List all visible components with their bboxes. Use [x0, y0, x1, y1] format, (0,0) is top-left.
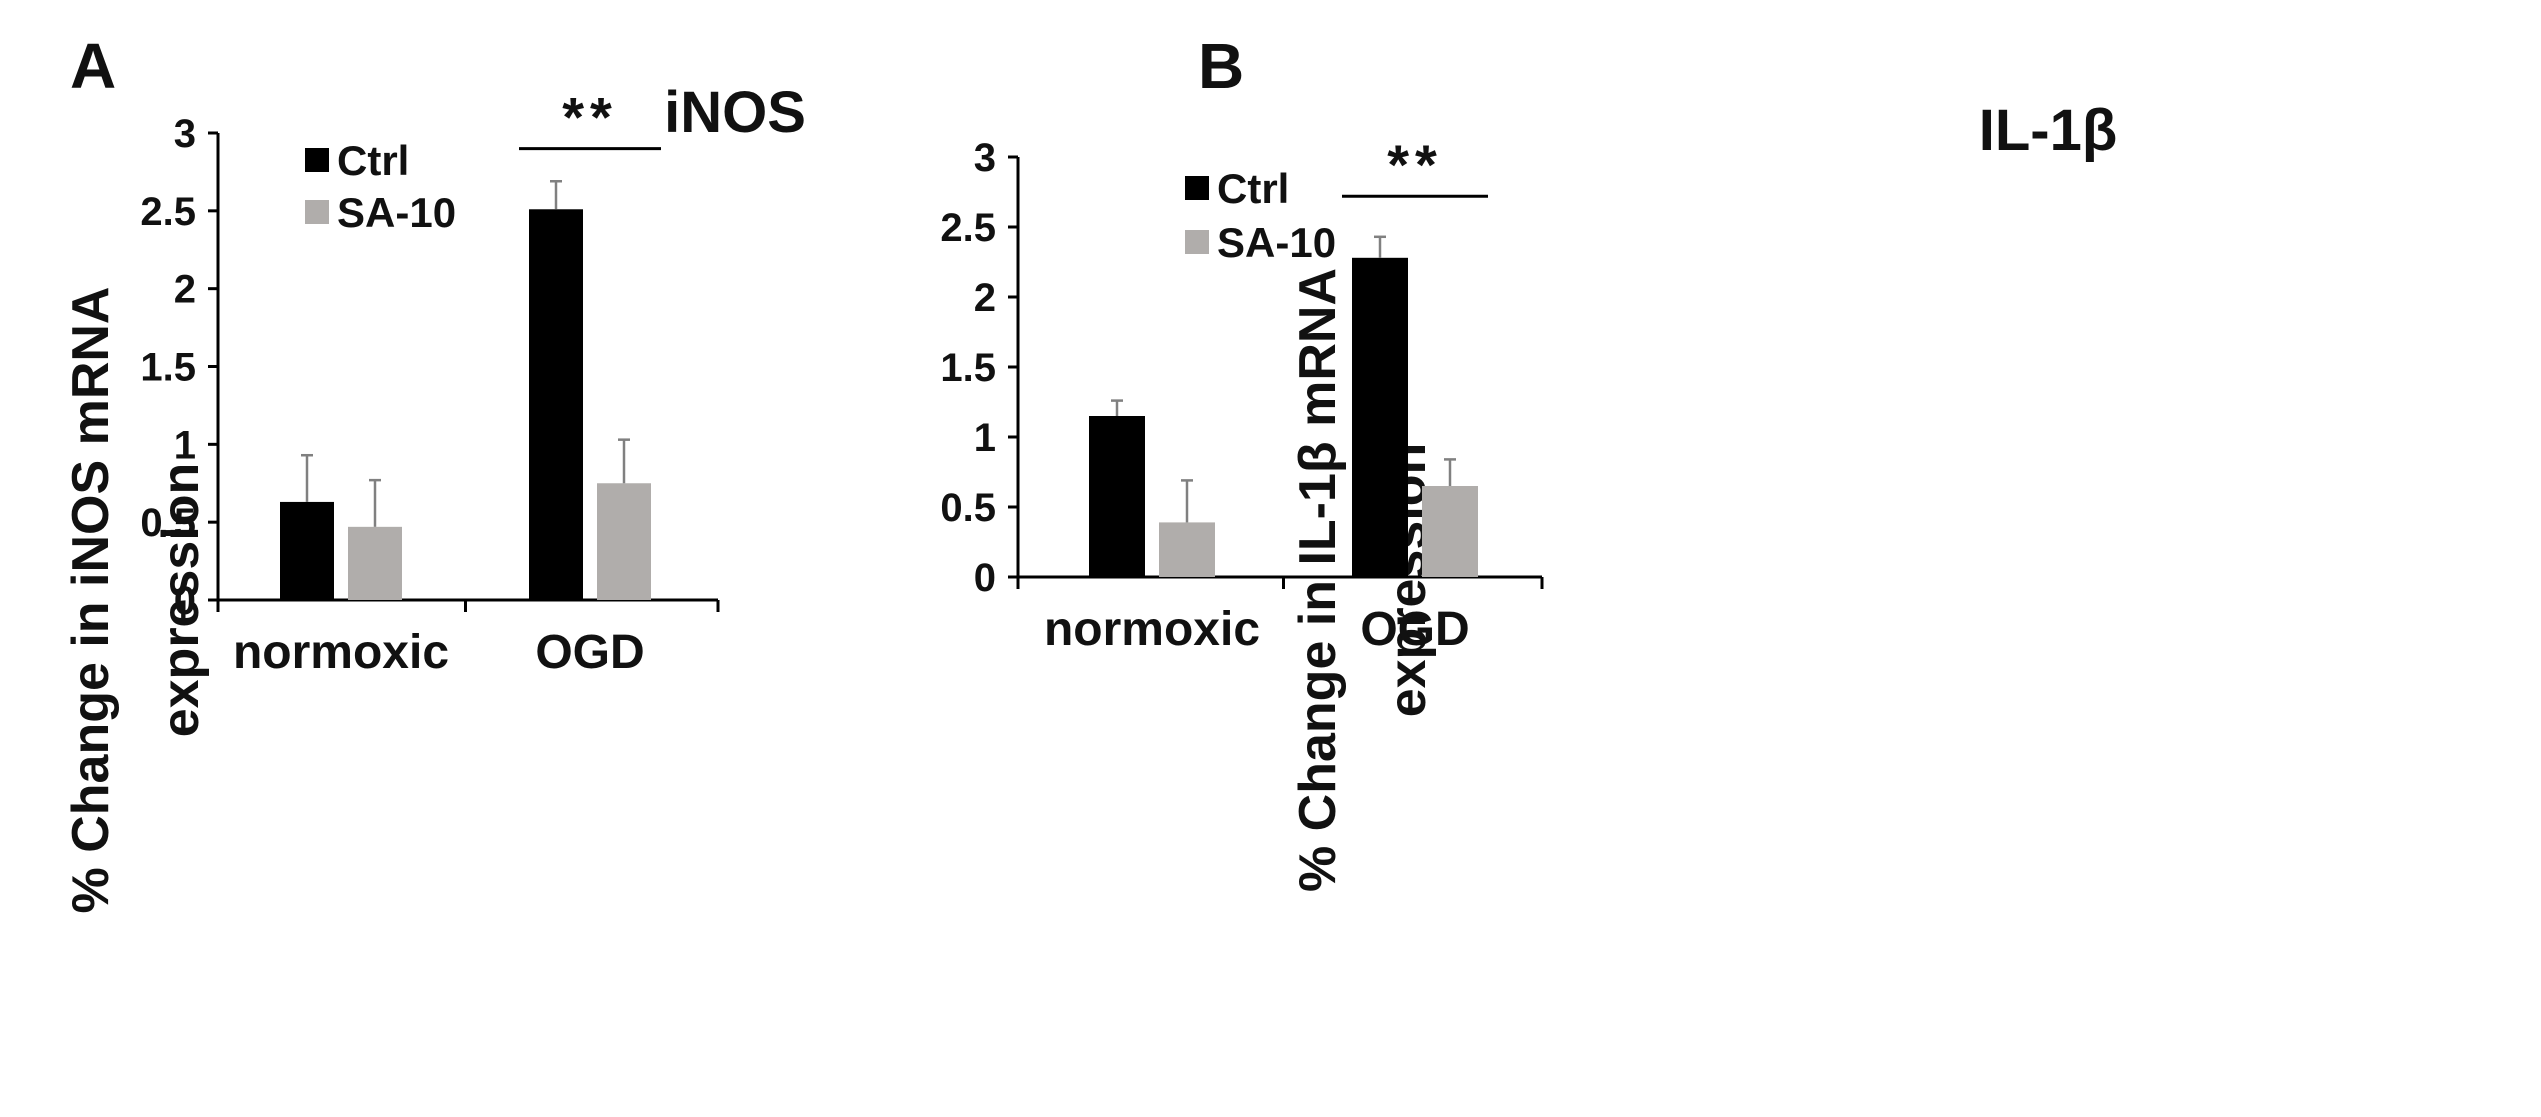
panel-a-y-tick-label: 1.5 [140, 346, 196, 390]
panel-a-plot-area: 0 0.5 1 1.5 2 2.5 3 normoxic OGD ** Ctrl SA-10 [140, 86, 720, 679]
panel-a: A iNOS % Change in iNOS mRNA expression … [62, 30, 806, 913]
panel-b-y-tick-label: 0.5 [940, 486, 996, 530]
panel-b-legend-label: Ctrl [1217, 165, 1289, 212]
panel-a-bar-ctrl-normoxic [280, 501, 334, 600]
panel-a-y-tick-label: 3 [174, 112, 196, 156]
panel-a-category-label: OGD [535, 626, 644, 679]
panel-b-bar-sa-10-normoxic [1159, 522, 1215, 577]
panel-a-bar-sa-10-ogd [597, 483, 651, 600]
panel-b-significance-label: ** [1387, 133, 1443, 196]
panel-a-y-tick-label: 0.5 [140, 501, 196, 545]
panel-a-y-tick-label: 1 [174, 423, 196, 467]
panel-b-plot-area: 0 0.5 1 1.5 2 2.5 3 normoxic OGD ** Ctrl SA-10 [940, 133, 1544, 656]
panel-b-bar-ctrl-ogd [1352, 257, 1408, 577]
panel-a-category-label: normoxic [233, 626, 449, 679]
panel-b-ylabel-line-1: % Change in IL-1β mRNA [1289, 268, 1347, 892]
panel-a-legend-swatch-ctrl [305, 148, 329, 172]
panel-b-y-tick-label: 0 [974, 556, 996, 600]
panel-b-y-tick-label: 2.5 [940, 206, 996, 250]
panel-a-bar-ctrl-ogd [529, 209, 583, 600]
panel-b-bar-sa-10-ogd [1422, 486, 1478, 577]
panel-b-y-tick-label: 3 [974, 136, 996, 180]
panel-b-title: IL-1β [1979, 98, 2118, 163]
panel-a-y-tick-label: 2.5 [140, 190, 196, 234]
panel-a-bar-sa-10-normoxic [348, 526, 402, 600]
panel-a-y-tick-label: 0 [174, 579, 196, 623]
panel-b-legend-swatch-ctrl [1185, 176, 1209, 200]
panel-b-category-label: OGD [1360, 603, 1469, 656]
panel-b-y-tick-label: 2 [974, 276, 996, 320]
panel-a-title: iNOS [664, 80, 806, 145]
panel-b-y-tick-label: 1.5 [940, 346, 996, 390]
panel-a-legend-label: SA-10 [337, 189, 456, 236]
panel-b-legend-swatch-sa-10 [1185, 230, 1209, 254]
panel-a-legend-swatch-sa-10 [305, 200, 329, 224]
panel-b: B IL-1β % Change in IL-1β mRNA expressio… [940, 30, 2117, 892]
panel-b-bar-ctrl-normoxic [1089, 416, 1145, 577]
panel-b-legend-label: SA-10 [1217, 219, 1336, 266]
panel-b-category-label: normoxic [1044, 603, 1260, 656]
panel-a-legend-label: Ctrl [337, 137, 409, 184]
panel-a-ylabel-line-1: % Change in iNOS mRNA [62, 287, 120, 914]
panel-a-significance-label: ** [562, 86, 618, 149]
panel-a-y-tick-label: 2 [174, 268, 196, 312]
panel-b-letter: B [1198, 30, 1244, 102]
panel-b-y-tick-label: 1 [974, 416, 996, 460]
panel-a-ylabel-line-2: expression [152, 463, 210, 738]
panel-a-letter: A [70, 30, 116, 102]
